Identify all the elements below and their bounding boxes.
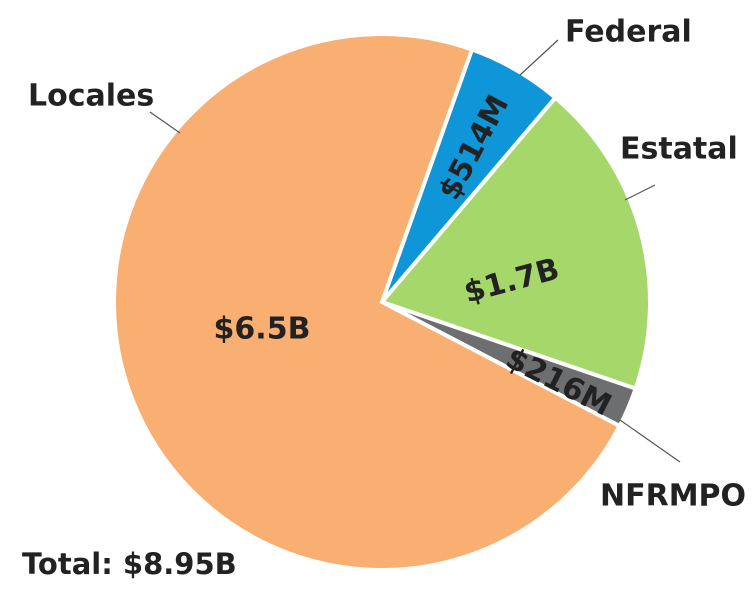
pie-slice [378,94,652,392]
pie-slice [112,32,623,572]
leader-line [624,184,656,201]
value-label: $6.5B [214,312,311,347]
category-label: NFRMPO [600,479,746,514]
leader-line [519,39,559,76]
category-label: Federal [565,15,692,50]
leader-line [619,419,681,463]
category-label: Locales [28,79,154,114]
leader-line [149,111,181,134]
category-label: Estatal [620,132,738,167]
total-annotation: Total: $8.95B [22,547,237,581]
